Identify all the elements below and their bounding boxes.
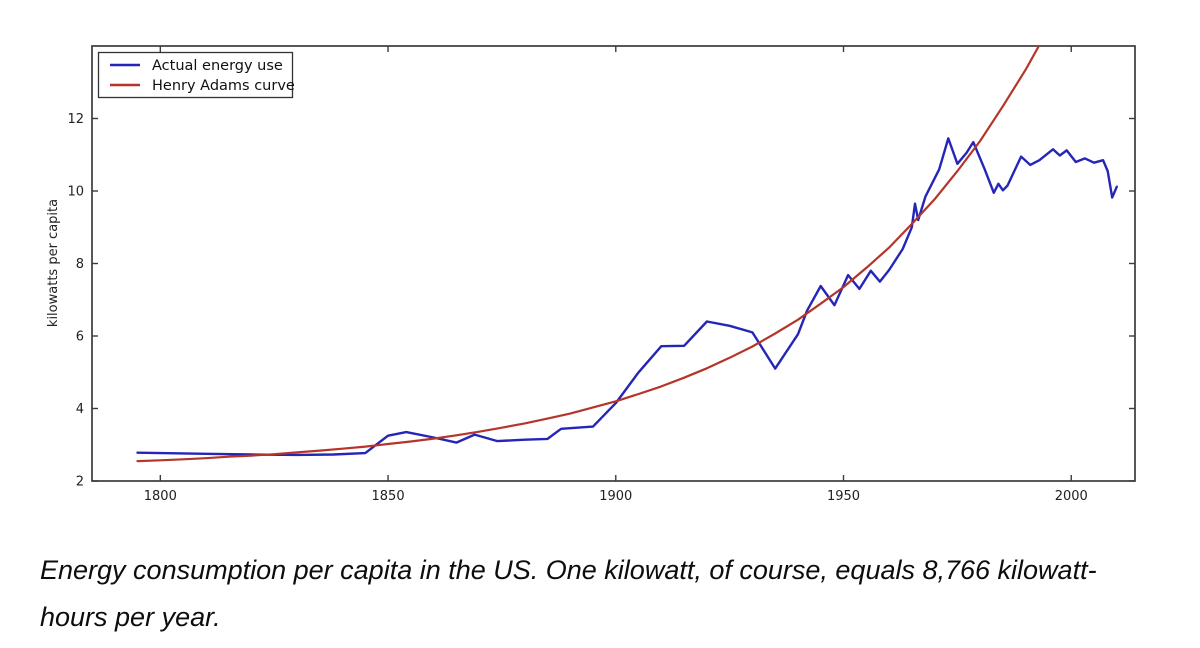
plot-border	[91, 45, 1136, 482]
legend-label-henry-adams: Henry Adams curve	[152, 78, 295, 94]
x-tick-label: 2000	[1055, 489, 1088, 504]
legend-label-actual-energy: Actual energy use	[152, 58, 283, 74]
x-tick-label: 1800	[144, 489, 177, 504]
y-tick-labels: 2 4 6 8 10 12	[67, 112, 84, 490]
figure-caption: Energy consumption per capita in the US.…	[40, 547, 1180, 641]
energy-chart: 1800 1850 1900 1950 2000 2 4 6 8 10 12 kilowatts …	[46, 45, 1136, 504]
y-tick-label: 4	[76, 402, 84, 417]
series-line-henry-adams	[136, 46, 1041, 463]
y-axis-label: kilowatts per capita	[46, 199, 61, 327]
legend-box	[97, 51, 294, 99]
y-tick-label: 2	[76, 475, 84, 490]
series-group	[136, 46, 1119, 463]
y-tick-label: 8	[76, 257, 84, 272]
x-tick-labels: 1800 1850 1900 1950 2000	[144, 489, 1088, 504]
caption-line-1: Energy consumption per capita in the US.…	[40, 555, 1097, 585]
series-line-actual-energy	[136, 137, 1119, 457]
y-tick-label: 10	[67, 185, 84, 200]
y-tick-label: 6	[76, 330, 84, 345]
x-tick-label: 1900	[599, 489, 632, 504]
y-tick-label: 12	[67, 112, 84, 127]
x-tick-label: 1950	[827, 489, 860, 504]
axis-ticks	[92, 46, 1135, 482]
x-tick-label: 1850	[372, 489, 405, 504]
caption-line-2: hours per year.	[40, 602, 221, 632]
legend: Actual energy use Henry Adams curve	[97, 51, 295, 99]
